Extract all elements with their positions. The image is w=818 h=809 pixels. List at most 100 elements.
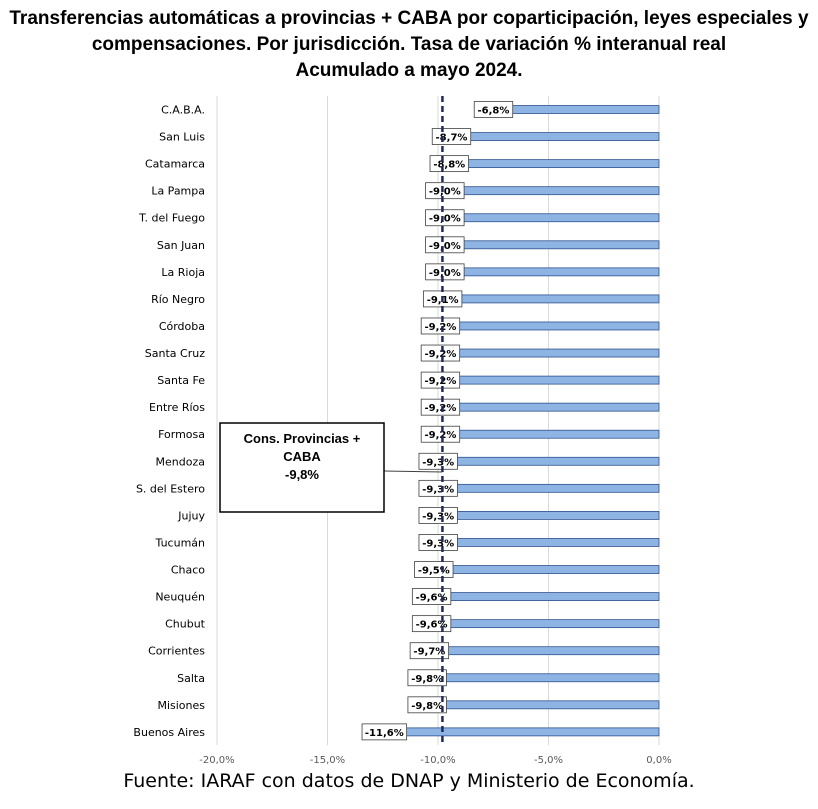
data-label-box bbox=[418, 506, 458, 524]
category-label: La Pampa bbox=[151, 185, 205, 198]
bar bbox=[453, 510, 660, 520]
bar bbox=[453, 538, 660, 547]
data-label-box bbox=[414, 561, 454, 578]
bar bbox=[444, 646, 660, 656]
category-label: Formosa bbox=[158, 428, 205, 441]
bar bbox=[457, 294, 660, 304]
data-label-box bbox=[420, 398, 461, 416]
data-label-box bbox=[418, 479, 458, 497]
bar bbox=[455, 402, 660, 412]
bar bbox=[442, 673, 660, 683]
bar bbox=[508, 105, 660, 114]
data-label: -9,7% bbox=[413, 647, 445, 658]
chart-title: Transferencias automáticas a provincias … bbox=[0, 6, 818, 84]
category-label: Tucumán bbox=[155, 536, 205, 549]
category-label: San Juan bbox=[157, 239, 205, 252]
data-label-box bbox=[420, 344, 461, 362]
data-label: -9,2% bbox=[424, 430, 456, 441]
category-label: Mendoza bbox=[156, 455, 205, 468]
x-tick-label: -5,0% bbox=[534, 755, 563, 765]
bar bbox=[455, 375, 660, 385]
data-label: -9,0% bbox=[429, 268, 461, 279]
bar bbox=[446, 592, 660, 601]
bar bbox=[448, 565, 660, 574]
data-label: -9,8% bbox=[411, 701, 443, 712]
annotation-leader-line bbox=[383, 470, 443, 473]
bar bbox=[453, 456, 660, 466]
category-label: T. del Fuego bbox=[138, 212, 205, 225]
bar bbox=[459, 213, 660, 223]
data-label-box bbox=[425, 182, 465, 200]
data-label: -9,6% bbox=[416, 620, 448, 631]
data-label: -8,8% bbox=[433, 160, 465, 171]
category-label: Santa Cruz bbox=[145, 347, 205, 360]
data-label: -9,0% bbox=[429, 241, 461, 252]
x-tick-label: -20,0% bbox=[199, 755, 234, 765]
category-label: Misiones bbox=[157, 699, 205, 712]
annotation-text: CABA bbox=[283, 449, 321, 464]
category-label: Salta bbox=[177, 672, 205, 685]
chart-title-line-1: Transferencias automáticas a provincias … bbox=[9, 8, 809, 29]
category-label: La Rioja bbox=[161, 266, 205, 279]
source-note: Fuente: IARAF con datos de DNAP y Minist… bbox=[123, 770, 695, 792]
bar bbox=[442, 700, 660, 710]
category-label: C.A.B.A. bbox=[161, 104, 205, 117]
data-label-box bbox=[409, 642, 450, 660]
chart-title-line-3: Acumulado a mayo 2024. bbox=[295, 60, 523, 81]
category-label: Río Negro bbox=[151, 293, 205, 306]
annotation-text: -9,8% bbox=[285, 467, 319, 482]
data-label: -8,7% bbox=[436, 133, 468, 144]
data-label-box bbox=[425, 236, 465, 254]
category-label: Corrientes bbox=[148, 645, 205, 658]
category-label: S. del Estero bbox=[136, 482, 205, 495]
category-label: Entre Ríos bbox=[149, 401, 205, 414]
x-tick-label: -10,0% bbox=[420, 755, 455, 765]
data-label-box bbox=[407, 669, 447, 687]
data-label: -9,2% bbox=[424, 403, 456, 414]
category-label: Chubut bbox=[165, 618, 206, 631]
bar bbox=[466, 132, 660, 141]
data-label: -9,2% bbox=[424, 322, 456, 333]
category-label: Buenos Aires bbox=[133, 726, 205, 739]
bar-chart: -20,0% -15,0% -10,0% -5,0% 0,0% C.A.B.A. -6,8%… bbox=[133, 96, 672, 765]
data-label: -9,3% bbox=[422, 457, 454, 468]
data-label-box bbox=[418, 534, 458, 551]
data-label-box bbox=[420, 371, 461, 389]
annotation-box bbox=[219, 422, 385, 513]
data-label: -9,0% bbox=[429, 187, 461, 198]
bar bbox=[455, 321, 660, 331]
category-label: Córdoba bbox=[159, 320, 205, 333]
data-label: -9,0% bbox=[429, 214, 461, 225]
category-label: Jujuy bbox=[177, 509, 205, 522]
data-label: -9,5% bbox=[418, 566, 450, 577]
bar bbox=[455, 348, 660, 358]
bar bbox=[464, 159, 660, 169]
data-label: -9,2% bbox=[424, 376, 456, 387]
data-label: -9,6% bbox=[416, 593, 448, 604]
data-label-box bbox=[407, 696, 447, 714]
category-label: Catamarca bbox=[145, 158, 205, 171]
data-label: -11,6% bbox=[365, 728, 404, 739]
category-label: Santa Fe bbox=[157, 374, 205, 387]
x-tick-label: 0,0% bbox=[646, 755, 671, 765]
category-label: San Luis bbox=[159, 131, 205, 144]
bar bbox=[459, 186, 660, 196]
data-label: -9,2% bbox=[424, 349, 456, 360]
data-label: -9,8% bbox=[411, 674, 443, 685]
data-label: -9,3% bbox=[422, 484, 454, 495]
category-label: Chaco bbox=[171, 564, 205, 577]
data-label: -6,8% bbox=[478, 106, 510, 117]
data-label-box bbox=[425, 263, 465, 281]
data-label-box bbox=[420, 317, 461, 335]
chart-title-line-2: compensaciones. Por jurisdicción. Tasa d… bbox=[91, 34, 727, 55]
category-label: Neuquén bbox=[155, 591, 205, 604]
data-label: -9,3% bbox=[422, 511, 454, 522]
bar bbox=[446, 619, 660, 629]
data-label-box bbox=[425, 209, 465, 227]
data-label-box bbox=[418, 452, 458, 470]
data-label-box bbox=[473, 101, 514, 118]
data-label: -9,3% bbox=[422, 538, 454, 549]
bar bbox=[459, 240, 660, 250]
data-label-box bbox=[420, 425, 461, 443]
bar bbox=[453, 483, 660, 493]
